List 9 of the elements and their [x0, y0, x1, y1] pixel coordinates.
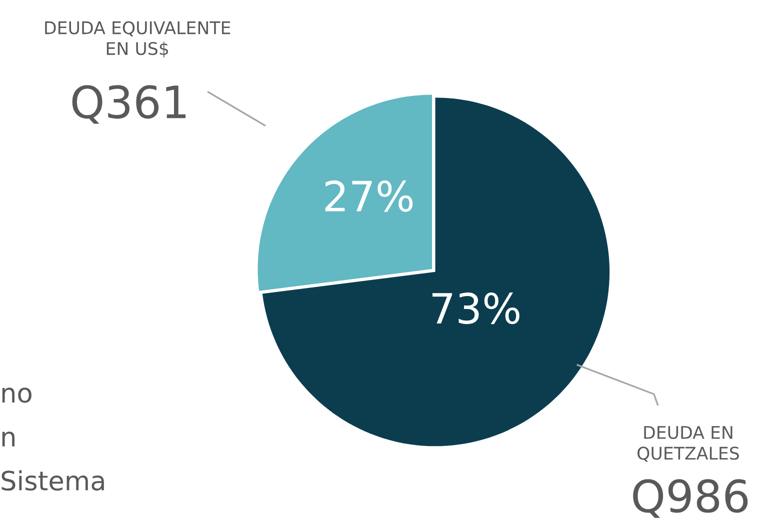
slice-label: DEUDA EQUIVALENTE EN US$: [45, 21, 230, 58]
slice-label: DEUDA EN QUETZALES: [638, 426, 739, 462]
text: Sistema: [2, 470, 104, 491]
text: no: [2, 388, 32, 403]
text: Q986: [633, 479, 748, 518]
text: n: [2, 432, 14, 446]
data-label: 73%: [432, 292, 520, 324]
data-label: 27%: [325, 180, 413, 212]
text: Q361: [72, 85, 186, 124]
